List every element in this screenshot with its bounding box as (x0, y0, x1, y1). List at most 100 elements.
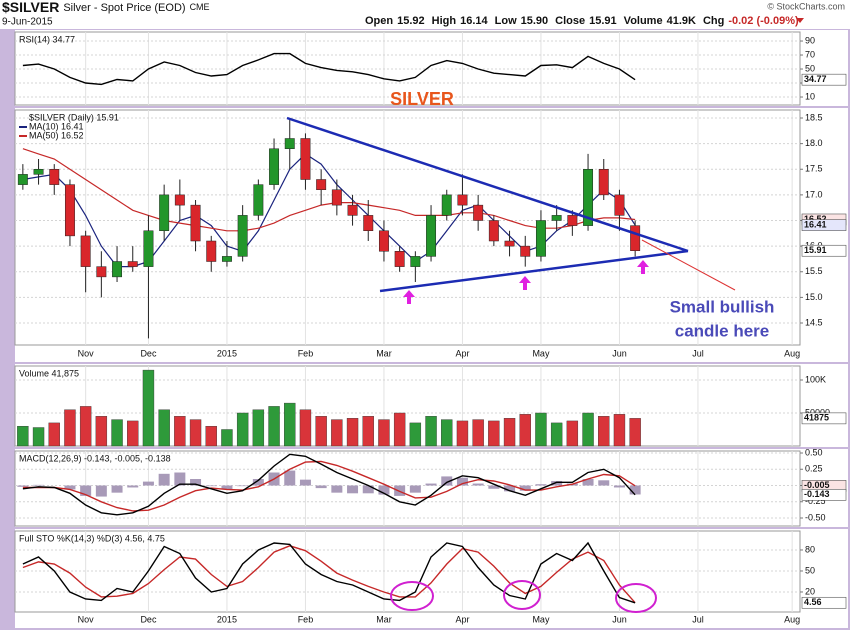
histogram-bar (613, 485, 625, 488)
quote-label: Open (365, 15, 393, 27)
candle-body (394, 251, 405, 267)
volume-bar (346, 418, 359, 447)
candle-body (96, 266, 107, 278)
series-line (22, 148, 636, 232)
candle-body (127, 261, 138, 267)
series-line (22, 153, 636, 268)
histogram-bar (205, 485, 217, 487)
candle-body (378, 230, 389, 252)
y-tick-label: 0.25 (805, 464, 823, 474)
candle-body (520, 245, 531, 257)
y-tick-label: 90 (805, 35, 815, 45)
volume-bar (79, 406, 92, 447)
legend-entry: RSI(14) 34.77 (19, 34, 75, 44)
y-tick-label: 17.5 (805, 164, 823, 174)
y-tick-label: 50 (805, 565, 815, 575)
legend-entry: MACD(12,26,9) -0.143, -0.005, -0.138 (19, 453, 171, 463)
candle-body (614, 194, 625, 216)
volume-bar (221, 429, 233, 447)
highlight-ellipse (390, 581, 434, 611)
histogram-bar (221, 485, 233, 490)
x-tick-label: Dec (140, 614, 157, 624)
candle-body (535, 220, 546, 257)
value-badge (801, 73, 847, 86)
volume-bar (488, 420, 500, 447)
histogram-bar (64, 485, 76, 490)
histogram-bar (456, 477, 468, 486)
volume-bar (362, 416, 374, 447)
histogram-bar (629, 485, 641, 495)
series-line (22, 52, 636, 86)
volume-bar (111, 419, 123, 447)
histogram-bar (284, 470, 296, 486)
plot-border (14, 365, 801, 447)
x-tick-label: 2015 (217, 348, 237, 358)
histogram-bar (519, 485, 531, 491)
panel-background (15, 449, 848, 527)
volume-bar (284, 402, 296, 447)
panel-background (15, 529, 848, 628)
arrow (637, 260, 649, 274)
volume-bar (629, 418, 641, 447)
candle-body (112, 261, 123, 278)
volume-bar (378, 419, 390, 447)
volume-bar (32, 427, 45, 447)
histogram-bar (598, 480, 610, 486)
y-tick-label: 100K (805, 374, 826, 384)
histogram-bar (252, 479, 264, 486)
histogram-bar (17, 485, 29, 487)
x-tick-label: Dec (140, 348, 157, 358)
panel: Nov Dec 2015 Feb Mar Apr May Jun Jul Aug 20 50 80 Ful… (14, 529, 848, 628)
annotation-title: SILVER (390, 89, 454, 109)
x-tick-label: Apr (455, 348, 469, 358)
legend-entry: MA(10) 16.41 (29, 121, 84, 131)
header-date: 9-Jun-2015 (2, 17, 53, 28)
annotation-note: candle here (675, 321, 770, 340)
volume-bar (299, 409, 312, 447)
panels: 1030507090RSI(14) 34.7734.77NovDec2015Fe… (14, 30, 848, 628)
candle-body (630, 225, 641, 251)
y-tick-label: 15.0 (805, 292, 823, 302)
annotations: SILVER Small bullish candle here (286, 89, 774, 613)
volume-bar (535, 412, 547, 447)
histogram-bar (488, 485, 500, 489)
histogram-bar (237, 485, 249, 487)
histogram-bar (33, 484, 45, 486)
candle-body (174, 194, 185, 206)
series-line (22, 541, 636, 604)
histogram-bar (441, 476, 453, 486)
candle-body (473, 204, 484, 221)
histogram-bar (551, 480, 563, 486)
x-tick-label: 2015 (217, 614, 237, 624)
candle-body (441, 194, 452, 216)
y-tick-label: 0.50 (805, 447, 823, 457)
candle-body (49, 168, 60, 185)
value-badge-label: 4.56 (804, 597, 822, 607)
y-tick-label: 50 (805, 63, 815, 73)
volume-bar (174, 416, 186, 447)
histogram-bar (504, 485, 516, 492)
candle-body (64, 184, 75, 237)
volume-bar (189, 419, 202, 447)
value-badge (801, 244, 847, 257)
volume-bar (252, 409, 265, 447)
volume-bar (472, 419, 484, 447)
candle-body (457, 194, 468, 206)
exchange: CME (190, 2, 210, 12)
histogram-bar (425, 483, 437, 486)
histogram-bar (80, 485, 92, 496)
volume-bar (519, 414, 531, 447)
x-tick-label: Feb (298, 614, 314, 624)
series-line (22, 545, 636, 604)
candle-body (17, 174, 28, 185)
header-title: $SILVER Silver - Spot Price (EOD) CME (2, 0, 210, 15)
y-tick-label: 18.5 (805, 112, 823, 122)
x-tick-label: Mar (376, 348, 392, 358)
quote-value: 15.91 (589, 15, 617, 27)
volume-bar (331, 419, 343, 447)
candle-body (488, 220, 499, 242)
x-tick-label: Jul (692, 614, 704, 624)
